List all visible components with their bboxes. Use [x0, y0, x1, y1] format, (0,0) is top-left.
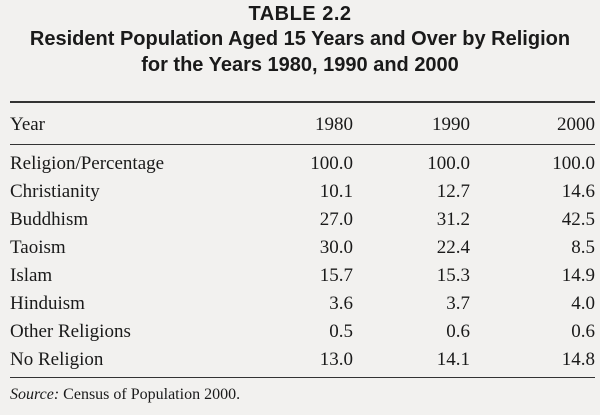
cell-1990: 3.7 — [446, 293, 470, 314]
cell-1980: 15.7 — [319, 265, 353, 286]
cell-2000: 14.8 — [561, 349, 595, 370]
header-label: Year — [10, 114, 46, 135]
cell-1980: 30.0 — [319, 237, 353, 258]
cell-2000: 14.9 — [561, 265, 595, 286]
cell-1990: 14.1 — [436, 349, 470, 370]
cell-1980: 0.5 — [329, 321, 353, 342]
cell-1990: 12.7 — [436, 181, 470, 202]
table-header: Year 1980 1990 2000 — [10, 110, 595, 139]
header-year-2000: 2000 — [557, 114, 595, 135]
cell-2000: 14.6 — [561, 181, 595, 202]
table-row: Taoism 30.0 22.4 8.5 — [10, 234, 595, 262]
cell-1980: 13.0 — [319, 349, 353, 370]
cell-1990: 31.2 — [436, 209, 470, 230]
cell-2000: 8.5 — [571, 237, 595, 258]
source-text: Census of Population 2000. — [59, 386, 241, 403]
row-label: Taoism — [10, 237, 66, 258]
cell-1990: 22.4 — [436, 237, 470, 258]
cell-1990: 15.3 — [436, 265, 470, 286]
cell-1990: 0.6 — [446, 321, 470, 342]
table-row: No Religion 13.0 14.1 14.8 — [10, 346, 595, 374]
header-row: Year 1980 1990 2000 — [10, 110, 595, 139]
row-label: Islam — [10, 265, 53, 286]
header-year-1990: 1990 — [432, 114, 470, 135]
table-row: Religion/Percentage 100.0 100.0 100.0 — [10, 150, 595, 178]
cell-1990: 100.0 — [427, 153, 470, 174]
row-label: No Religion — [10, 349, 104, 370]
row-label: Christianity — [10, 181, 100, 202]
table-caption: TABLE 2.2 Resident Population Aged 15 Ye… — [0, 2, 600, 78]
cell-2000: 0.6 — [571, 321, 595, 342]
row-label: Religion/Percentage — [10, 153, 165, 174]
table-body: Religion/Percentage 100.0 100.0 100.0 Ch… — [10, 150, 595, 374]
top-rule — [10, 101, 595, 103]
cell-1980: 100.0 — [310, 153, 353, 174]
table-row: Hinduism 3.6 3.7 4.0 — [10, 290, 595, 318]
header-rule — [10, 144, 595, 145]
table-row: Buddhism 27.0 31.2 42.5 — [10, 206, 595, 234]
cell-1980: 3.6 — [329, 293, 353, 314]
cell-1980: 27.0 — [319, 209, 353, 230]
table-row: Christianity 10.1 12.7 14.6 — [10, 178, 595, 206]
row-label: Other Religions — [10, 321, 131, 342]
bottom-rule — [10, 377, 595, 378]
source-label: Source: — [10, 386, 60, 403]
row-label: Buddhism — [10, 209, 89, 230]
table-row: Islam 15.7 15.3 14.9 — [10, 262, 595, 290]
table-number: TABLE 2.2 — [248, 3, 352, 25]
cell-2000: 4.0 — [571, 293, 595, 314]
cell-2000: 100.0 — [552, 153, 595, 174]
source-note: Source: Census of Population 2000. — [10, 384, 240, 406]
row-label: Hinduism — [10, 293, 85, 314]
table-title-line-2: for the Years 1980, 1990 and 2000 — [141, 54, 459, 76]
cell-1980: 10.1 — [319, 181, 353, 202]
table-row: Other Religions 0.5 0.6 0.6 — [10, 318, 595, 346]
header-year-1980: 1980 — [315, 114, 353, 135]
cell-2000: 42.5 — [561, 209, 595, 230]
table-title-line-1: Resident Population Aged 15 Years and Ov… — [29, 28, 571, 50]
